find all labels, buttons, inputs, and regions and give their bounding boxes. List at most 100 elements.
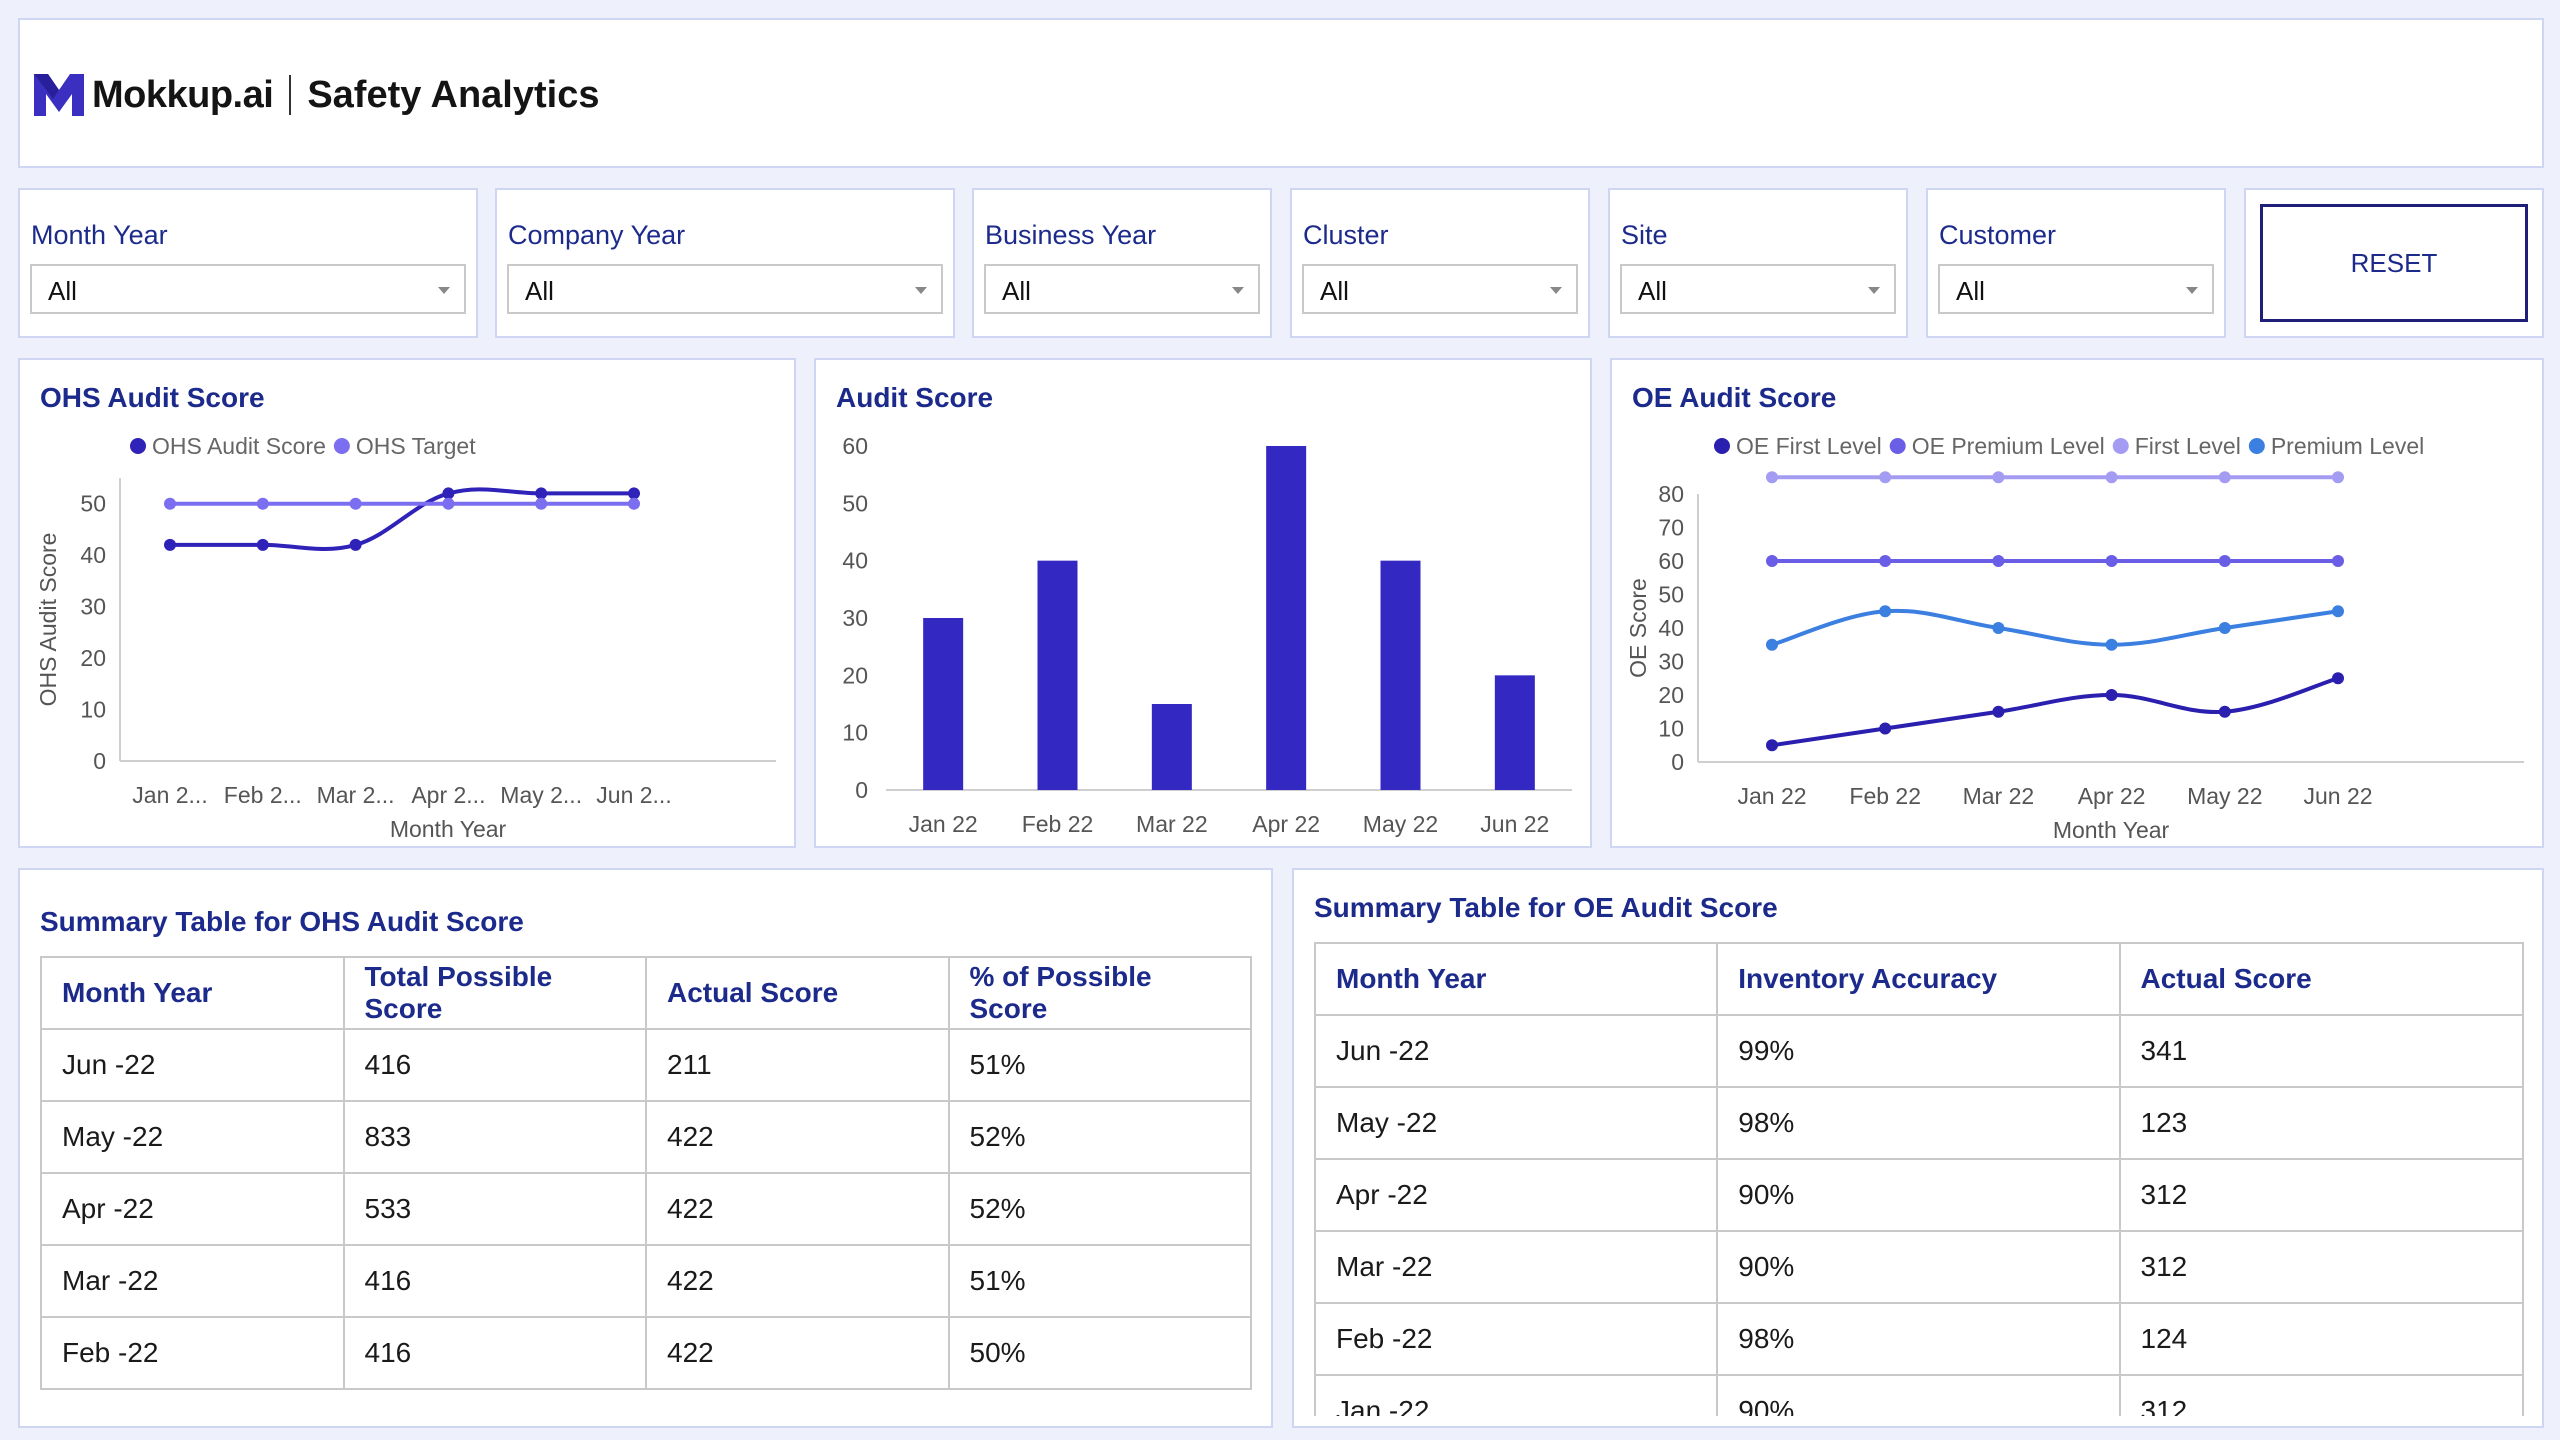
data-point bbox=[2105, 555, 2118, 567]
table-row: Jun -22 99% 341 bbox=[1314, 1014, 2524, 1088]
y-tick-label: 80 bbox=[1658, 481, 1684, 507]
filter-label: Company Year bbox=[508, 220, 686, 250]
x-tick-label: Apr 2... bbox=[411, 782, 485, 808]
data-point bbox=[1992, 705, 2005, 718]
data-point bbox=[256, 538, 269, 551]
x-tick-label: Mar 22 bbox=[1136, 811, 1208, 837]
x-tick-label: Feb 2... bbox=[224, 782, 302, 808]
table-cell: 422 bbox=[645, 1316, 950, 1390]
table-cell: Mar -22 bbox=[1314, 1230, 1719, 1304]
x-tick-label: May 22 bbox=[2187, 783, 2262, 809]
table-cell: 90% bbox=[1716, 1230, 2121, 1304]
chevron-down-icon bbox=[1232, 287, 1244, 294]
filter-label: Customer bbox=[1939, 220, 2057, 250]
data-point bbox=[2218, 705, 2231, 718]
column-header: Actual Score bbox=[2118, 942, 2524, 1016]
data-point bbox=[1879, 722, 1892, 735]
column-header: Total Possible Score bbox=[342, 956, 647, 1030]
mokkup-logo-icon bbox=[34, 74, 84, 116]
table-cell: 312 bbox=[2118, 1374, 2524, 1416]
dropdown-value: All bbox=[1956, 276, 1985, 306]
legend-label: OHS Target bbox=[356, 433, 476, 459]
table-cell: 416 bbox=[342, 1028, 647, 1102]
data-point bbox=[1766, 471, 1778, 484]
y-tick-label: 0 bbox=[855, 777, 868, 803]
data-point bbox=[2332, 605, 2344, 618]
y-tick-label: 30 bbox=[1658, 649, 1684, 675]
table-cell: 90% bbox=[1716, 1374, 2121, 1416]
y-tick-label: 70 bbox=[1658, 515, 1684, 541]
y-tick-label: 60 bbox=[842, 433, 868, 459]
dropdown-value: All bbox=[1638, 276, 1667, 306]
bar bbox=[1151, 704, 1192, 790]
table-cell: 833 bbox=[342, 1100, 647, 1174]
oe-summary-panel: Summary Table for OE Audit Score Month Y… bbox=[1292, 868, 2544, 1428]
column-header: Month Year bbox=[40, 956, 345, 1030]
data-point bbox=[1766, 638, 1778, 651]
table-cell: 51% bbox=[947, 1028, 1252, 1102]
data-point bbox=[1992, 555, 2005, 567]
legend-marker bbox=[1889, 438, 1906, 454]
audit-score-chart-panel: 0 10 20 30 40 50 60 Jan 22 Feb 22 Mar 22 Apr 22 May… bbox=[814, 358, 1592, 848]
x-tick-label: Apr 22 bbox=[1252, 811, 1320, 837]
filter-label: Cluster bbox=[1303, 220, 1389, 250]
table-cell: May -22 bbox=[1314, 1086, 1719, 1160]
y-tick-label: 60 bbox=[1658, 548, 1684, 574]
table-row: Feb -22 416 422 50% bbox=[40, 1316, 1252, 1390]
data-point bbox=[349, 497, 362, 510]
logo-text: Mokkup.ai bbox=[92, 73, 274, 116]
series-line bbox=[170, 487, 634, 551]
bar bbox=[1266, 446, 1307, 790]
y-tick-label: 10 bbox=[80, 697, 106, 723]
series-line bbox=[1771, 676, 2339, 748]
data-point bbox=[1879, 471, 1892, 484]
legend-label: OE Premium Level bbox=[1912, 433, 2105, 459]
company-year-dropdown[interactable]: All bbox=[507, 264, 943, 314]
x-tick-label: Jun 2... bbox=[596, 782, 671, 808]
filter-customer: Customer All bbox=[1926, 188, 2226, 338]
dropdown-value: All bbox=[1320, 276, 1349, 306]
legend-label: Premium Level bbox=[2271, 433, 2424, 459]
data-point bbox=[349, 538, 362, 551]
table-cell: 52% bbox=[947, 1100, 1252, 1174]
table-cell: 416 bbox=[342, 1244, 647, 1318]
y-tick-label: 50 bbox=[80, 491, 106, 517]
reset-button[interactable]: RESET bbox=[2260, 204, 2528, 322]
y-tick-label: 50 bbox=[842, 490, 868, 516]
table-cell: 422 bbox=[645, 1172, 950, 1246]
legend-label: OHS Audit Score bbox=[152, 433, 326, 459]
oe-audit-chart-panel: 0 10 20 30 40 50 60 70 80 Jan 22 Feb 22 Mar 22 Apr 2… bbox=[1610, 358, 2544, 848]
cluster-dropdown[interactable]: All bbox=[1302, 264, 1578, 314]
table-row: Mar -22 90% 312 bbox=[1314, 1230, 2524, 1304]
filter-company-year: Company Year All bbox=[495, 188, 955, 338]
bar bbox=[1380, 560, 1421, 790]
legend-marker bbox=[2248, 438, 2265, 454]
table-row: Jun -22 416 211 51% bbox=[40, 1028, 1252, 1102]
table-cell: Jun -22 bbox=[40, 1028, 345, 1102]
table-row: Feb -22 98% 124 bbox=[1314, 1302, 2524, 1376]
business-year-dropdown[interactable]: All bbox=[984, 264, 1260, 314]
bar bbox=[1037, 560, 1078, 790]
ohs-summary-panel: Summary Table for OHS Audit Score Month … bbox=[18, 868, 1273, 1428]
legend-marker bbox=[333, 438, 350, 454]
data-point bbox=[442, 497, 455, 510]
table-cell: 124 bbox=[2118, 1302, 2524, 1376]
table-row: Apr -22 533 422 52% bbox=[40, 1172, 1252, 1246]
oe-table-scroll-area[interactable]: Month Year Inventory Accuracy Actual Sco… bbox=[1314, 942, 2524, 1416]
y-tick-label: 10 bbox=[1658, 716, 1684, 742]
data-point bbox=[1879, 605, 1892, 618]
x-tick-label: Jun 22 bbox=[1480, 811, 1549, 837]
table-cell: Jan -22 bbox=[1314, 1374, 1719, 1416]
chart-title: Audit Score bbox=[836, 382, 994, 413]
oe-summary-table: Month Year Inventory Accuracy Actual Sco… bbox=[1314, 942, 2524, 1416]
data-point bbox=[1879, 555, 1892, 567]
customer-dropdown[interactable]: All bbox=[1938, 264, 2214, 314]
data-point bbox=[1766, 739, 1778, 752]
month-year-dropdown[interactable]: All bbox=[30, 264, 466, 314]
legend-label: First Level bbox=[2135, 433, 2241, 459]
table-cell: 90% bbox=[1716, 1158, 2121, 1232]
legend-label: OE First Level bbox=[1736, 433, 1882, 459]
x-tick-label: May 2... bbox=[500, 782, 582, 808]
y-axis-title: OHS Audit Score bbox=[35, 533, 61, 707]
site-dropdown[interactable]: All bbox=[1620, 264, 1896, 314]
